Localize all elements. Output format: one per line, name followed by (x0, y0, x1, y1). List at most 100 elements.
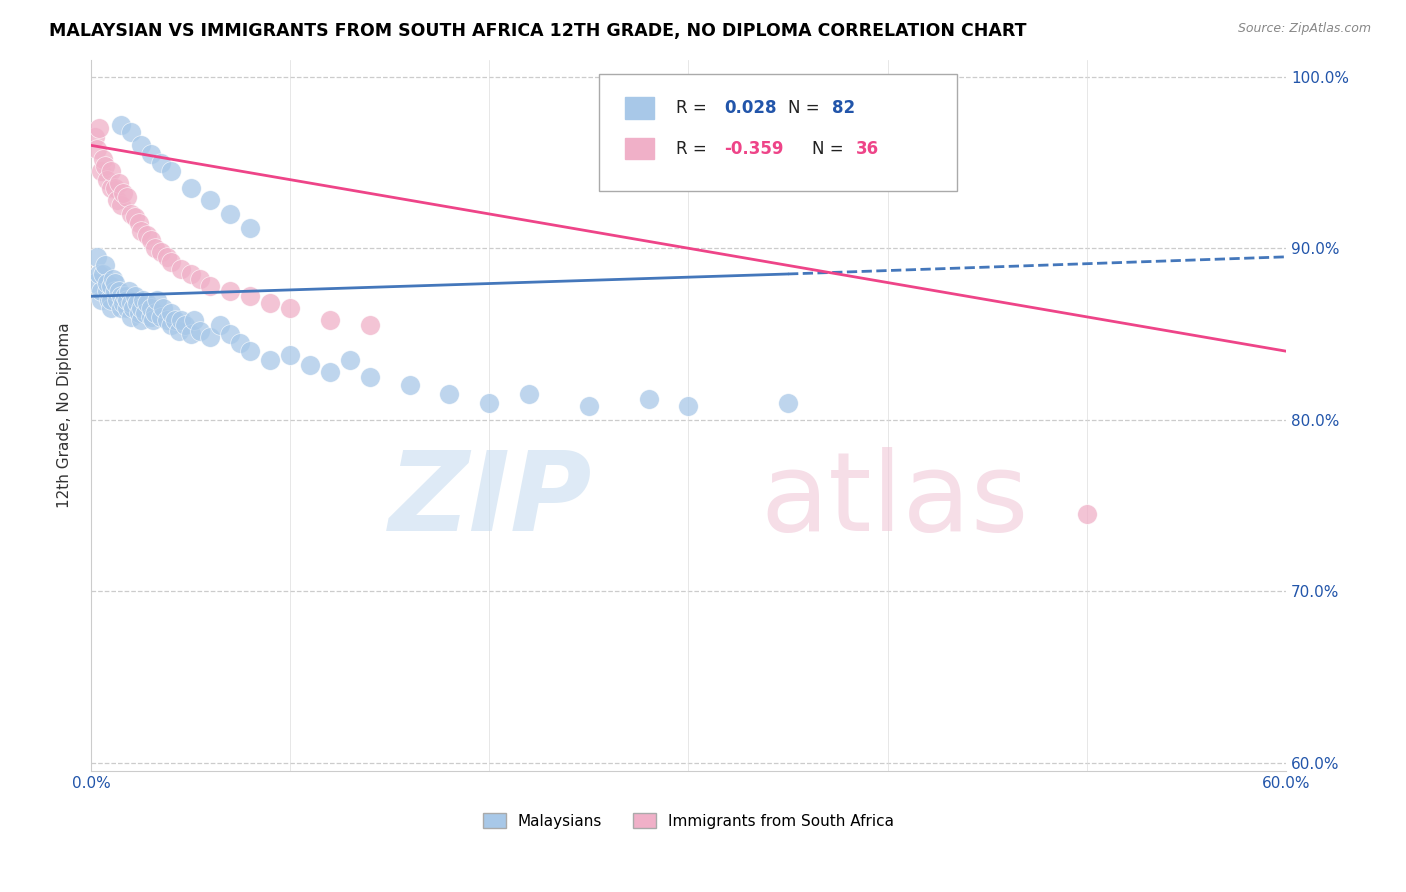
Point (111, 296, 134, 310)
Point (120, 125, 142, 139)
Point (104, 181, 127, 195)
Point (104, 276, 127, 290)
Point (114, 289, 136, 303)
Point (134, 306, 156, 320)
Point (110, 289, 132, 303)
Point (180, 181, 202, 195)
Point (219, 207, 242, 221)
Point (259, 352, 281, 367)
Text: atlas: atlas (761, 448, 1029, 555)
Point (110, 198, 132, 212)
Point (200, 193, 222, 207)
Point (100, 301, 122, 316)
Point (115, 293, 138, 307)
Point (94, 159, 117, 173)
Point (1076, 507, 1098, 521)
Point (517, 387, 540, 401)
Point (143, 241, 166, 255)
Text: ZIP: ZIP (389, 448, 593, 555)
Point (84, 276, 107, 290)
Point (108, 284, 131, 298)
Point (105, 293, 128, 307)
Point (180, 326, 202, 341)
Point (145, 293, 167, 307)
Text: 36: 36 (856, 139, 879, 158)
Point (100, 279, 122, 293)
Point (190, 272, 212, 286)
FancyBboxPatch shape (626, 97, 654, 119)
Point (143, 306, 166, 320)
Point (100, 293, 122, 307)
Point (200, 279, 222, 293)
Point (319, 313, 342, 327)
Text: N =: N = (811, 139, 848, 158)
Point (339, 352, 361, 367)
Point (139, 301, 162, 316)
Point (239, 220, 262, 235)
Point (104, 284, 127, 298)
Point (96, 172, 118, 186)
Point (159, 255, 181, 269)
Point (278, 301, 301, 316)
Text: R =: R = (676, 139, 713, 158)
Point (167, 324, 190, 338)
Point (180, 267, 202, 281)
Point (259, 296, 281, 310)
Point (219, 326, 242, 341)
Point (110, 118, 132, 132)
Point (91, 267, 114, 281)
Point (110, 301, 132, 316)
Point (124, 211, 146, 225)
Point (96, 284, 118, 298)
Legend: Malaysians, Immigrants from South Africa: Malaysians, Immigrants from South Africa (477, 806, 900, 835)
Point (129, 224, 152, 238)
Point (439, 387, 461, 401)
FancyBboxPatch shape (626, 138, 654, 160)
Point (86, 142, 108, 156)
Point (156, 313, 179, 327)
Point (129, 301, 152, 316)
FancyBboxPatch shape (599, 74, 957, 191)
Point (118, 284, 141, 298)
Point (96, 276, 118, 290)
Text: Source: ZipAtlas.com: Source: ZipAtlas.com (1237, 22, 1371, 36)
Point (128, 306, 150, 320)
Point (120, 310, 142, 324)
Point (135, 227, 157, 242)
Point (94, 259, 117, 273)
Point (173, 318, 195, 333)
Point (278, 348, 301, 362)
Point (120, 296, 142, 310)
Point (100, 181, 122, 195)
Point (129, 313, 152, 327)
Point (229, 335, 252, 350)
Point (159, 164, 181, 178)
Y-axis label: 12th Grade, No Diploma: 12th Grade, No Diploma (58, 323, 72, 508)
Point (90, 284, 112, 298)
Point (359, 370, 381, 384)
Text: R =: R = (676, 99, 713, 117)
Point (578, 399, 600, 413)
Point (149, 244, 172, 259)
Point (124, 289, 146, 303)
Point (359, 318, 381, 333)
Point (139, 147, 162, 161)
Point (156, 250, 179, 264)
Point (169, 261, 191, 276)
Point (149, 310, 172, 324)
Point (319, 365, 342, 379)
Point (200, 330, 222, 344)
Point (239, 344, 262, 359)
Point (97, 293, 120, 307)
Point (135, 296, 157, 310)
Point (111, 186, 134, 201)
Point (132, 293, 155, 307)
Point (219, 284, 242, 298)
Point (637, 392, 659, 407)
Point (159, 318, 181, 333)
Text: MALAYSIAN VS IMMIGRANTS FROM SOUTH AFRICA 12TH GRADE, NO DIPLOMA CORRELATION CHA: MALAYSIAN VS IMMIGRANTS FROM SOUTH AFRIC… (49, 22, 1026, 40)
Point (129, 138, 152, 153)
Point (398, 378, 420, 392)
Point (190, 324, 212, 338)
Text: N =: N = (787, 99, 824, 117)
